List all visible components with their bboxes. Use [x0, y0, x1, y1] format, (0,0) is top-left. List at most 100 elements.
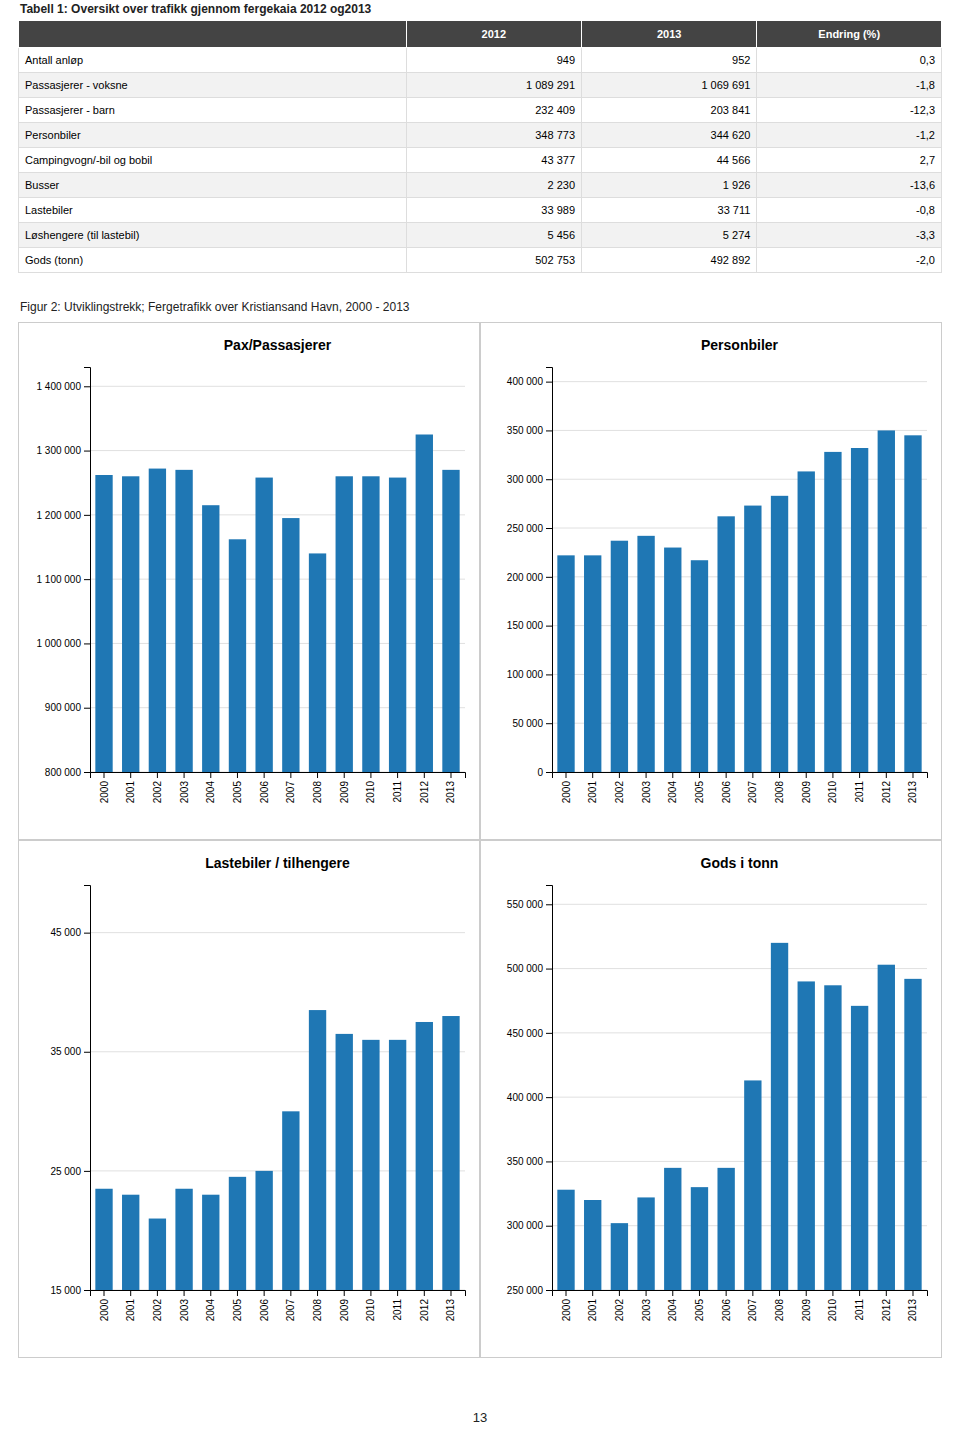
bar: [611, 541, 628, 772]
bars: [557, 943, 921, 1290]
x-tick: 2012: [881, 1290, 892, 1321]
tick-label: 2000: [99, 1299, 110, 1322]
table-cell: 952: [582, 48, 757, 73]
tick-mark: [546, 969, 552, 970]
y-tick: 400 000: [507, 376, 552, 387]
x-tick: 2008: [312, 772, 323, 803]
bar: [122, 1195, 139, 1290]
tick-mark: [672, 772, 673, 778]
tick-mark: [450, 772, 451, 778]
tick-label: 300 000: [507, 1220, 544, 1231]
chart-panel: 250 000300 000350 000400 000450 000500 0…: [507, 855, 928, 1358]
tick-mark: [84, 579, 90, 580]
table-cell: 492 892: [582, 248, 757, 273]
tick-label: 400 000: [507, 376, 544, 387]
tick-mark: [237, 772, 238, 778]
x-tick: 2005: [694, 772, 705, 803]
tick-mark: [157, 772, 158, 778]
y-tick: 250 000: [507, 523, 552, 534]
tick-mark: [912, 1290, 913, 1296]
grid-line: [552, 1161, 927, 1162]
table-cell: -12,3: [757, 98, 942, 123]
x-tick: 2004: [205, 772, 216, 803]
table-cell: Busser: [19, 173, 407, 198]
panel-frame: [19, 323, 480, 840]
grid-line: [552, 625, 927, 626]
table-cell: -0,8: [757, 198, 942, 223]
axis-line: [91, 773, 466, 779]
tick-label: 1 400 000: [37, 381, 82, 392]
y-tick: 250 000: [507, 1285, 552, 1296]
tick-label: 2012: [419, 781, 430, 804]
x-tick: 2006: [259, 772, 270, 803]
tick-label: 2001: [125, 781, 136, 804]
table-cell: Campingvogn/-bil og bobil: [19, 148, 407, 173]
bar: [122, 476, 139, 772]
bar: [255, 1171, 272, 1290]
table-cell: Passasjerer - barn: [19, 98, 407, 123]
tick-mark: [592, 772, 593, 778]
x-tick: 2002: [152, 1290, 163, 1321]
tick-label: 2009: [801, 1299, 812, 1322]
chart-title: Personbiler: [701, 337, 779, 353]
tick-mark: [546, 723, 552, 724]
tick-label: 1 200 000: [37, 510, 82, 521]
x-tick: 2013: [445, 1290, 456, 1321]
tick-mark: [84, 643, 90, 644]
x-tick: 2001: [125, 772, 136, 803]
page-number: 13: [0, 1410, 960, 1425]
y-tick: 50 000: [512, 718, 552, 729]
table-title: Tabell 1: Oversikt over trafikk gjennom …: [20, 2, 371, 16]
tick-mark: [184, 1290, 185, 1296]
x-tick: 2012: [881, 772, 892, 803]
tick-label: 800 000: [45, 767, 82, 778]
tick-label: 25 000: [50, 1166, 81, 1177]
tick-label: 450 000: [507, 1028, 544, 1039]
tick-label: 350 000: [507, 1156, 544, 1167]
y-tick: 350 000: [507, 425, 552, 436]
x-tick: 2012: [419, 1290, 430, 1321]
y-tick: 550 000: [507, 899, 552, 910]
y-tick: 400 000: [507, 1092, 552, 1103]
tick-mark: [546, 772, 552, 773]
tick-mark: [672, 1290, 673, 1296]
tick-mark: [84, 1171, 90, 1172]
tick-label: 2010: [365, 1299, 376, 1322]
x-axis: 2000200120022003200420052006200720082009…: [91, 772, 466, 803]
bar: [664, 1168, 681, 1290]
tick-label: 2005: [694, 781, 705, 804]
x-tick: 2000: [99, 772, 110, 803]
tick-label: 250 000: [507, 523, 544, 534]
header-row: 20122013Endring (%): [19, 21, 942, 48]
x-tick: 2007: [747, 772, 758, 803]
y-tick: 300 000: [507, 474, 552, 485]
tick-label: 15 000: [50, 1285, 81, 1296]
bar: [229, 539, 246, 772]
bar: [389, 1040, 406, 1290]
tick-label: 1 000 000: [37, 638, 82, 649]
table-cell: Gods (tonn): [19, 248, 407, 273]
tick-label: 550 000: [507, 899, 544, 910]
grid-line: [552, 723, 927, 724]
tick-label: 2011: [392, 1299, 403, 1321]
tick-label: 2003: [641, 781, 652, 804]
tick-mark: [779, 772, 780, 778]
tick-label: 2013: [445, 781, 456, 804]
tick-label: 350 000: [507, 425, 544, 436]
tick-mark: [317, 772, 318, 778]
tick-mark: [726, 772, 727, 778]
bar: [744, 1080, 761, 1290]
table-cell: 344 620: [582, 123, 757, 148]
bar: [282, 1111, 299, 1290]
table-cell: 203 841: [582, 98, 757, 123]
bar: [717, 516, 734, 772]
tick-label: 200 000: [507, 572, 544, 583]
grid: [90, 933, 465, 1290]
chart-title: Lastebiler / tilhengere: [205, 855, 350, 871]
grid: [90, 386, 465, 772]
tick-label: 2006: [721, 781, 732, 804]
x-tick: 2003: [641, 772, 652, 803]
tick-mark: [886, 772, 887, 778]
axis-line: [546, 886, 553, 1291]
y-tick: 900 000: [45, 702, 90, 713]
